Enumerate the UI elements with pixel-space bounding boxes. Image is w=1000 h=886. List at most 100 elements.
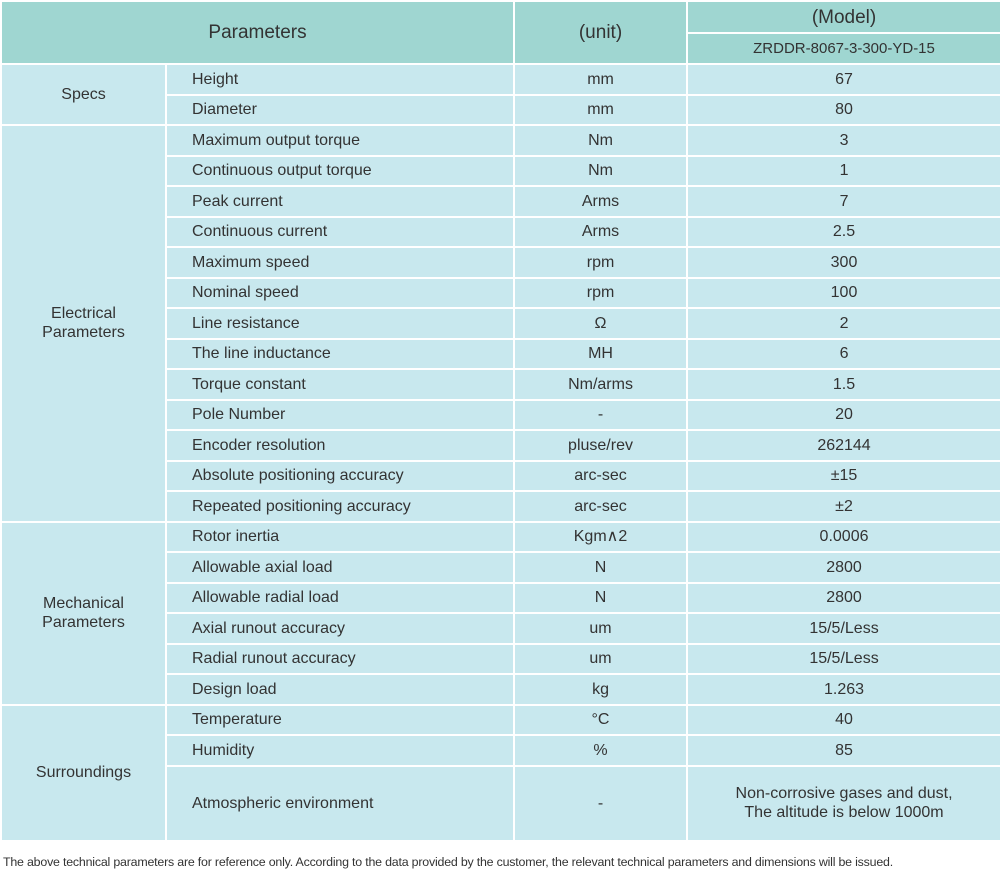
value: 1.263	[686, 673, 1000, 706]
unit: mm	[513, 63, 689, 96]
parameter: Rotor inertia	[164, 520, 516, 553]
group-name: Specs	[0, 63, 167, 126]
unit: Ω	[513, 307, 689, 340]
group-name: Electrical Parameters	[0, 124, 167, 523]
value: 20	[686, 398, 1000, 431]
group-name: Surroundings	[0, 703, 167, 842]
unit: MH	[513, 337, 689, 370]
unit: rpm	[513, 246, 689, 279]
unit: %	[513, 734, 689, 767]
spec-table: Parameters (unit) (Model) ZRDDR-8067-3-3…	[0, 0, 1000, 842]
table-row: Specs Height mm 67	[0, 63, 1000, 126]
unit: N	[513, 551, 689, 584]
value: ±15	[686, 459, 1000, 492]
table-row: Peak current Arms 7	[1, 185, 1000, 218]
unit: -	[513, 764, 689, 842]
table-row: Surroundings Temperature °C 40	[0, 703, 1000, 842]
parameter: Repeated positioning accuracy	[164, 490, 516, 523]
table-row: Line resistance Ω 2	[1, 307, 1000, 340]
unit: Nm	[513, 154, 689, 187]
parameter: Absolute positioning accuracy	[164, 459, 516, 492]
value: 0.0006	[686, 520, 1000, 553]
table-header: Parameters (unit) (Model) ZRDDR-8067-3-3…	[0, 0, 1000, 65]
table-row: Electrical Parameters Maximum output torq…	[0, 124, 1000, 523]
unit: Arms	[513, 185, 689, 218]
unit: °C	[513, 703, 689, 736]
table-row: Atmospheric environment - Non-corrosive ga…	[1, 764, 1000, 842]
value: 85	[686, 734, 1000, 767]
value: 2800	[686, 551, 1000, 584]
unit: um	[513, 612, 689, 645]
parameter: Maximum speed	[164, 246, 516, 279]
value: Non-corrosive gases and dust, The altitu…	[686, 764, 1000, 842]
parameter: Continuous output torque	[164, 154, 516, 187]
parameter: Torque constant	[164, 368, 516, 401]
value: 15/5/Less	[686, 612, 1000, 645]
parameter: Temperature	[164, 703, 516, 736]
unit: pluse/rev	[513, 429, 689, 462]
parameter: Allowable axial load	[164, 551, 516, 584]
value: 7	[686, 185, 1000, 218]
table-row: Continuous current Arms 2.5	[1, 215, 1000, 248]
value: 2	[686, 307, 1000, 340]
table-row: Maximum speed rpm 300	[1, 246, 1000, 279]
value: 1.5	[686, 368, 1000, 401]
value: 262144	[686, 429, 1000, 462]
unit: Nm/arms	[513, 368, 689, 401]
value: 300	[686, 246, 1000, 279]
unit: rpm	[513, 276, 689, 309]
table-row: Humidity% 85	[1, 734, 1000, 767]
parameter: Peak current	[164, 185, 516, 218]
unit: um	[513, 642, 689, 675]
table-row: Encoder resolution pluse/rev 262144	[1, 429, 1000, 462]
table-row: Axial runout accuracy um 15/5/Less	[1, 612, 1000, 645]
parameter: Nominal speed	[164, 276, 516, 309]
unit: -	[513, 398, 689, 431]
value: ±2	[686, 490, 1000, 523]
header-model: ZRDDR-8067-3-300-YD-15	[686, 32, 1000, 65]
table-row: Nominal speed rpm 100	[1, 276, 1000, 309]
value: 67	[686, 63, 1000, 96]
parameter: Height	[164, 63, 516, 96]
parameter: The line inductance	[164, 337, 516, 370]
unit: kg	[513, 673, 689, 706]
parameter: Axial runout accuracy	[164, 612, 516, 645]
unit: Nm	[513, 124, 689, 157]
value: 15/5/Less	[686, 642, 1000, 675]
unit: arc-sec	[513, 459, 689, 492]
parameter: Line resistance	[164, 307, 516, 340]
table-row: Pole Number -20	[1, 398, 1000, 431]
value: 100	[686, 276, 1000, 309]
header-parameters: Parameters	[0, 0, 516, 65]
table-row: Mechanical Parameters Rotor inertia Kgm∧2 0…	[0, 520, 1000, 706]
header-unit: (unit)	[513, 0, 689, 65]
parameter: Allowable radial load	[164, 581, 516, 614]
value: 2.5	[686, 215, 1000, 248]
unit: Kgm∧2	[513, 520, 689, 553]
unit: N	[513, 581, 689, 614]
table-row: Continuous output torque Nm 1	[1, 154, 1000, 187]
unit: arc-sec	[513, 490, 689, 523]
table-row: Design load kg 1.263	[1, 673, 1000, 706]
table-row: Absolute positioning accuracy arc-sec ±15	[1, 459, 1000, 492]
unit: Arms	[513, 215, 689, 248]
value: 2800	[686, 581, 1000, 614]
parameter: Diameter	[164, 93, 516, 126]
header-model-label: (Model)	[686, 0, 1000, 34]
footnote: The above technical parameters are for r…	[3, 854, 893, 869]
parameter: Pole Number	[164, 398, 516, 431]
parameter: Continuous current	[164, 215, 516, 248]
parameter: Humidity	[164, 734, 516, 767]
parameter: Atmospheric environment	[164, 764, 516, 842]
group-name: Mechanical Parameters	[0, 520, 167, 706]
parameter: Design load	[164, 673, 516, 706]
value: 80	[686, 93, 1000, 126]
value: 6	[686, 337, 1000, 370]
table-body: Specs Height mm 67 Diameter mm 80 Electrical Pa…	[0, 63, 1000, 842]
parameter: Radial runout accuracy	[164, 642, 516, 675]
value: 40	[686, 703, 1000, 736]
parameter: Encoder resolution	[164, 429, 516, 462]
unit: mm	[513, 93, 689, 126]
parameter: Maximum output torque	[164, 124, 516, 157]
